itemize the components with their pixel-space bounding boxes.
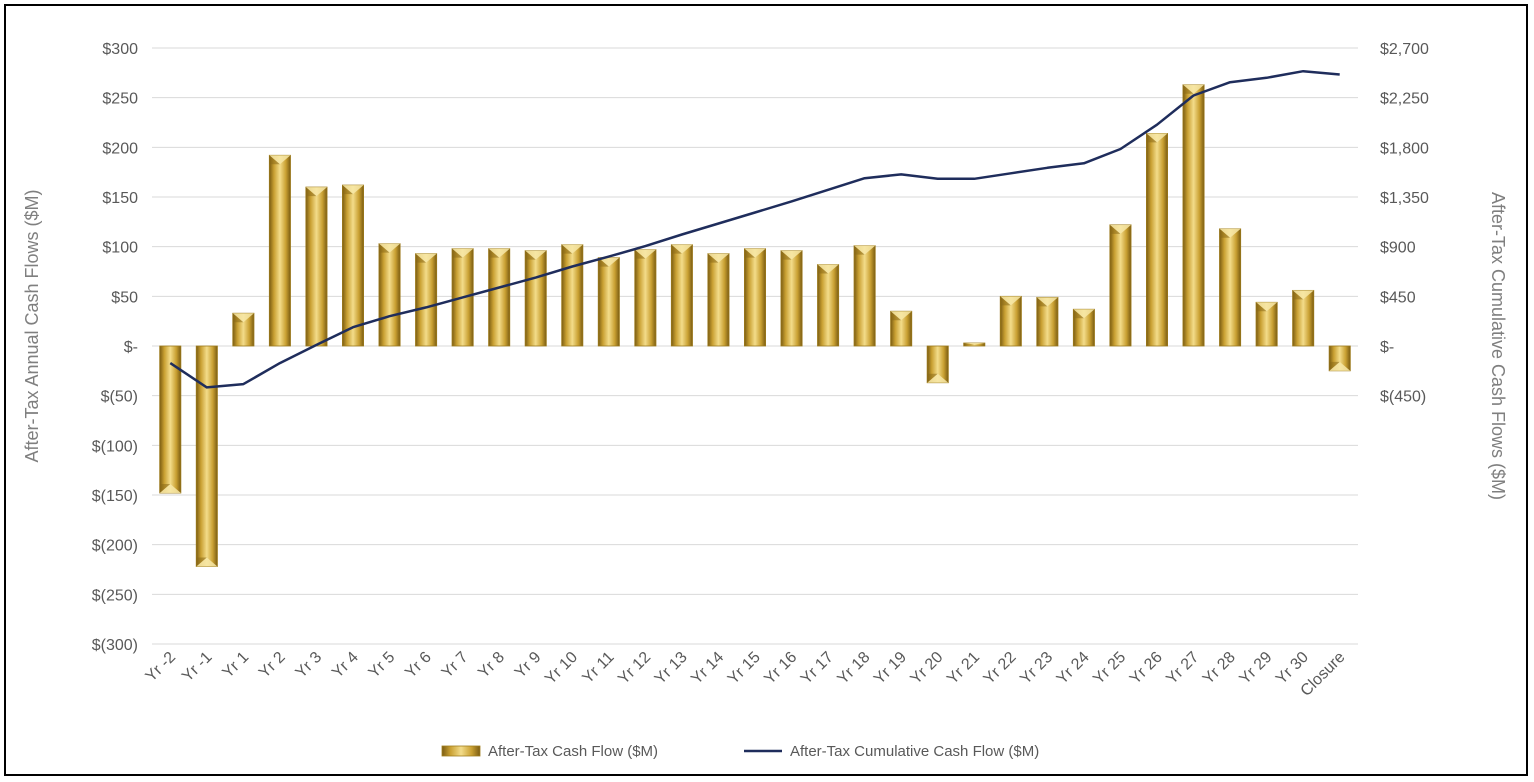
left-tick-label: $100	[102, 240, 138, 257]
left-axis-title: After-Tax Annual Cash Flows ($M)	[22, 189, 42, 462]
bar	[415, 253, 438, 347]
x-tick-label: Yr 10	[542, 649, 581, 688]
x-tick-label: Yr 8	[475, 649, 508, 682]
bar	[1219, 228, 1242, 347]
bar	[963, 342, 986, 347]
x-tick-label: Yr 16	[761, 649, 800, 688]
x-tick-label: Yr -2	[143, 649, 180, 686]
x-tick-label: Yr 14	[688, 649, 727, 688]
left-tick-label: $(100)	[92, 438, 138, 455]
left-axis-ticks: $300 $250 $200 $150 $100 $50 $- $(50) $(100) $(15…	[92, 41, 138, 654]
x-tick-label: Yr 9	[512, 649, 545, 682]
left-tick-label: $150	[102, 190, 138, 207]
x-tick-label: Yr 25	[1090, 649, 1129, 688]
combo-chart: $300 $250 $200 $150 $100 $50 $- $(50) $(100) $(15…	[22, 41, 1508, 760]
x-tick-label: Yr 15	[725, 649, 764, 688]
left-tick-label: $250	[102, 91, 138, 108]
x-tick-label: Yr 1	[219, 649, 252, 682]
x-tick-label: Yr 27	[1163, 649, 1202, 688]
bar	[268, 154, 291, 347]
x-tick-label: Yr 28	[1200, 649, 1239, 688]
bar	[524, 250, 547, 347]
x-tick-label: Yr -1	[179, 649, 216, 686]
x-tick-label: Yr 29	[1236, 649, 1275, 688]
x-tick-label: Yr 11	[579, 649, 617, 687]
x-axis-ticks: Yr -2 Yr -1 Yr 1 Yr 2 Yr 3 Yr 4 Yr 5 Yr 6 Yr 7 Yr…	[143, 649, 1349, 700]
bar	[926, 345, 949, 384]
x-tick-label: Yr 7	[439, 649, 472, 682]
legend-bar-label: After-Tax Cash Flow ($M)	[488, 743, 658, 760]
line-series	[169, 69, 1340, 389]
bar	[1072, 308, 1095, 347]
bar	[1182, 84, 1205, 347]
bar	[780, 250, 803, 347]
bar	[817, 264, 840, 347]
x-tick-label: Yr 22	[981, 649, 1020, 688]
x-tick-label: Yr 24	[1054, 649, 1093, 688]
x-tick-label: Yr 4	[329, 649, 362, 682]
x-tick-label: Yr 13	[652, 649, 691, 688]
bar	[561, 244, 584, 347]
x-tick-label: Yr 21	[944, 649, 983, 688]
bar	[999, 295, 1022, 347]
left-tick-label: $-	[124, 339, 138, 356]
bar	[1109, 224, 1132, 347]
x-tick-label: Yr 17	[798, 649, 837, 688]
bar	[853, 245, 876, 347]
bar	[1146, 133, 1168, 347]
bar	[305, 186, 328, 347]
x-tick-label: Yr 12	[615, 649, 654, 688]
left-tick-label: $(250)	[92, 587, 138, 604]
right-tick-label: $2,250	[1380, 91, 1429, 108]
x-tick-label: Yr 6	[402, 649, 435, 682]
bar	[890, 310, 913, 347]
bar-series	[159, 84, 1351, 567]
bar	[1036, 296, 1059, 347]
left-tick-label: $50	[111, 289, 138, 306]
right-tick-label: $1,350	[1380, 190, 1429, 207]
legend-line-label: After-Tax Cumulative Cash Flow ($M)	[790, 743, 1039, 760]
chart-frame: $300 $250 $200 $150 $100 $50 $- $(50) $(100) $(15…	[4, 4, 1528, 776]
cumulative-line	[169, 69, 1340, 389]
right-tick-label: $1,800	[1380, 140, 1429, 157]
left-tick-label: $(150)	[92, 488, 138, 505]
bar	[378, 243, 401, 347]
legend: After-Tax Cash Flow ($M) After-Tax Cumul…	[441, 743, 1039, 760]
right-tick-label: $450	[1380, 289, 1416, 306]
bar	[159, 345, 182, 494]
x-tick-label: Yr 3	[293, 649, 326, 682]
bar	[744, 248, 766, 347]
right-tick-label: $900	[1380, 240, 1416, 257]
right-tick-label: $2,700	[1380, 41, 1429, 58]
right-tick-label: $-	[1380, 339, 1394, 356]
bar	[670, 244, 693, 347]
bar	[707, 253, 730, 347]
bar	[488, 248, 511, 347]
x-tick-label: Yr 18	[834, 649, 873, 688]
bar	[1255, 301, 1278, 347]
left-tick-label: $300	[102, 41, 138, 58]
left-tick-label: $(200)	[92, 538, 138, 555]
x-tick-label: Yr 23	[1017, 649, 1056, 688]
bar	[1328, 345, 1351, 372]
left-tick-label: $200	[102, 140, 138, 157]
x-tick-label: Yr 19	[871, 649, 910, 688]
right-axis-ticks: $2,700 $2,250 $1,800 $1,350 $900 $450 $- $(450)	[1380, 41, 1429, 406]
left-tick-label: $(300)	[92, 637, 138, 654]
left-tick-label: $(50)	[101, 389, 138, 406]
bar	[1292, 289, 1315, 347]
x-tick-label: Yr 5	[366, 649, 399, 682]
legend-bar-swatch	[441, 745, 481, 757]
bar	[195, 345, 218, 567]
bar	[232, 312, 255, 347]
x-tick-label: Yr 26	[1127, 649, 1166, 688]
right-tick-label: $(450)	[1380, 389, 1426, 406]
x-tick-label: Yr 20	[907, 649, 946, 688]
x-tick-label: Yr 2	[256, 649, 289, 682]
bar	[634, 249, 657, 347]
bar	[342, 184, 364, 347]
bar	[597, 257, 620, 347]
right-axis-title: After-Tax Cumulative Cash Flows ($M)	[1488, 192, 1508, 500]
